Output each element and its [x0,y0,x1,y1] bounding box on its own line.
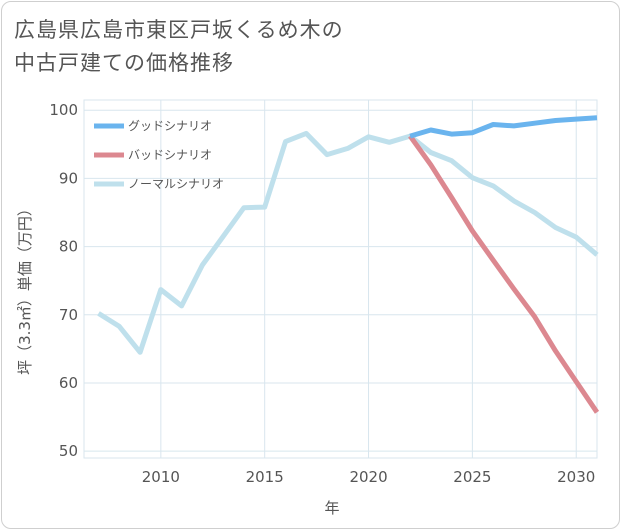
x-tick-label: 2020 [349,468,387,486]
legend-label-0: グッドシナリオ [128,119,212,133]
legend-label-2: ノーマルシナリオ [128,177,224,191]
tick-labels: 2010 2015 2020 2025 2030 50 60 70 80 90 100 [49,101,595,486]
x-tick-label: 2010 [142,468,180,486]
grid [83,99,598,459]
series-line-1 [408,134,600,414]
y-tick-label: 70 [59,306,78,324]
y-tick-label: 50 [59,442,78,460]
plot-area [83,99,598,459]
series-line-0 [409,115,598,139]
chart-title-line2: 中古戸建ての価格推移 [14,51,234,75]
legend-label-1: バッドシナリオ [128,148,212,162]
x-tick-label: 2025 [453,468,491,486]
y-tick-label: 60 [59,374,78,392]
series-group [97,115,600,414]
y-tick-label: 100 [49,101,78,119]
y-tick-label: 80 [59,238,78,256]
chart-title-line1: 広島県広島市東区戸坂くるめ木の [14,18,344,42]
y-tick-label: 90 [59,169,78,187]
x-tick-label: 2030 [557,468,595,486]
x-axis-label: 年 [324,499,339,517]
x-tick-label: 2015 [246,468,284,486]
y-axis-label: 坪（3.3㎡）単価（万円） [16,201,34,375]
series-line-2 [97,130,599,355]
chart-title: 広島県広島市東区戸坂くるめ木の 中古戸建ての価格推移 [14,14,604,80]
